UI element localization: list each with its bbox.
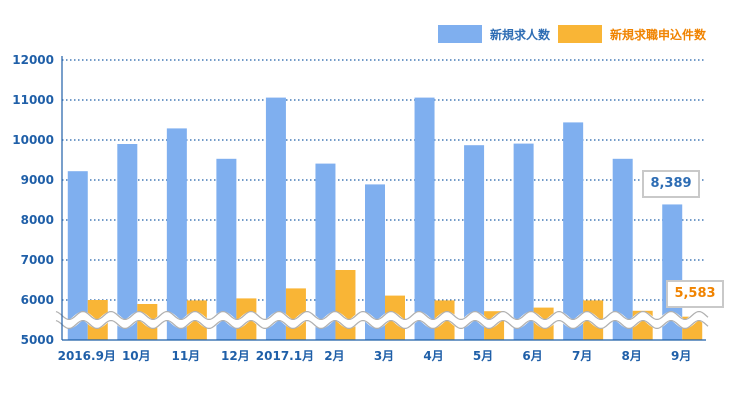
axis-break-band: [54, 311, 711, 329]
legend-item-series-2: 新規求職申込件数: [558, 24, 706, 44]
bar-series-2: [335, 270, 356, 340]
x-tick-label: 10月: [122, 349, 151, 363]
bar-series-1: [315, 163, 336, 340]
x-tick-label: 4月: [423, 349, 443, 363]
x-tick-label: 6月: [522, 349, 542, 363]
data-label-callout-series-2: 5,583: [666, 280, 724, 308]
bar-series-1: [365, 184, 385, 340]
y-tick-label: 9000: [21, 173, 54, 187]
x-tick-label: 3月: [374, 349, 394, 363]
x-tick-label: 2016.9月: [58, 349, 116, 363]
x-tick-label: 7月: [572, 349, 592, 363]
legend-swatch-series-1: [438, 25, 482, 43]
legend-item-series-1: 新規求人数: [438, 24, 550, 44]
data-label-callout-series-1: 8,389: [642, 170, 700, 198]
bar-series-1: [612, 158, 633, 340]
axes: [61, 56, 706, 341]
bar-series-1: [513, 143, 534, 340]
y-tick-label: 8000: [21, 213, 54, 227]
legend-label-series-1: 新規求人数: [490, 27, 551, 42]
bar-series-1: [265, 97, 286, 340]
y-tick-label: 12000: [12, 53, 54, 67]
axis-break-line-bottom: [55, 320, 709, 329]
bar-series-1: [414, 97, 435, 340]
x-tick-labels: 2016.9月 10月 11月 12月 2017.1月 2月 3月 4月 5月 6月 7月 8月 9月: [58, 349, 692, 363]
x-tick-label: 11月: [171, 349, 200, 363]
x-tick-label: 5月: [473, 349, 493, 363]
y-tick-label: 6000: [21, 293, 54, 307]
gridlines: [62, 59, 706, 301]
bar-series-1: [166, 128, 187, 340]
bars: [67, 97, 703, 341]
x-tick-label: 12月: [221, 349, 250, 363]
y-tick-label: 7000: [21, 253, 54, 267]
y-tick-label: 5000: [21, 333, 54, 347]
axis-break: [54, 311, 711, 329]
x-tick-label: 2017.1月: [256, 349, 314, 363]
y-tick-label: 11000: [12, 93, 54, 107]
axis-break-line-top: [55, 311, 709, 320]
x-tick-label: 8月: [622, 349, 642, 363]
bar-series-1: [67, 171, 88, 340]
legend-swatch-series-2: [558, 25, 602, 43]
bar-series-1: [216, 158, 237, 340]
legend-label-series-2: 新規求職申込件数: [610, 27, 707, 42]
bar-series-1: [464, 145, 485, 340]
y-tick-label: 10000: [12, 133, 54, 147]
x-tick-label: 2月: [324, 349, 344, 363]
y-tick-labels: 5000 6000 7000 8000 9000 10000 11000 12000: [12, 53, 54, 347]
x-tick-label: 9月: [671, 349, 691, 363]
bar-series-1: [117, 144, 138, 340]
bar-series-1: [563, 122, 584, 341]
